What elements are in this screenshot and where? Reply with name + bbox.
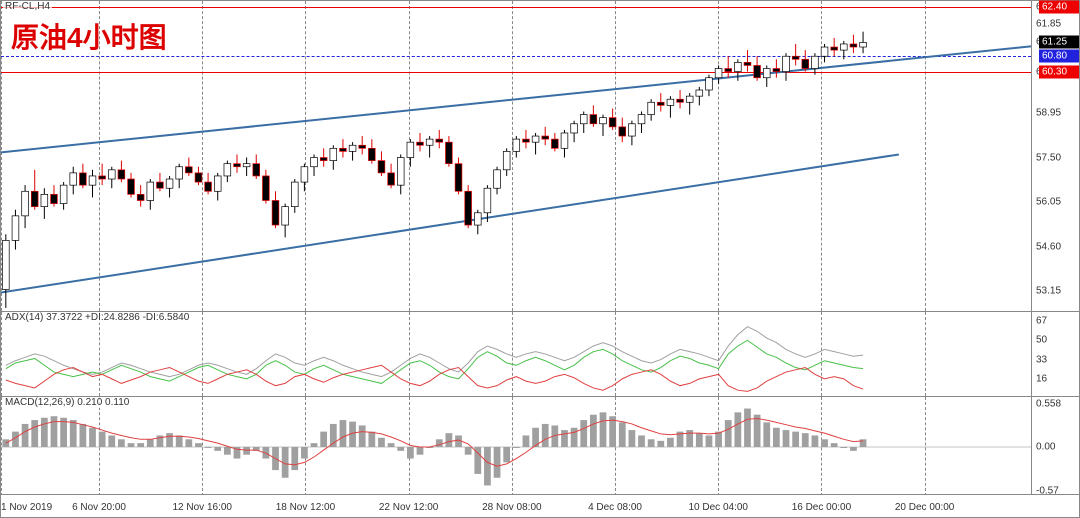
macd-panel[interactable]: -0.570.000.558 MACD(12,26,9) 0.210 0.110 <box>1 396 1079 496</box>
x-tick: 6 Nov 20:00 <box>72 502 126 513</box>
macd-plot-area[interactable] <box>1 397 1031 496</box>
time-axis: 1 Nov 2019 6 Nov 20:00 12 Nov 16:00 18 Nov … <box>1 494 1079 517</box>
x-tick: 1 Nov 2019 <box>1 502 52 513</box>
symbol-label: RF-CL,H4 <box>3 1 52 12</box>
adx-y-axis: 16335067 <box>1031 312 1079 396</box>
overlay-title: 原油4小时图 <box>11 16 167 56</box>
x-tick: 12 Nov 16:00 <box>172 502 232 513</box>
x-tick: 10 Dec 04:00 <box>688 502 748 513</box>
trading-chart[interactable]: 53.1554.6056.0557.5058.9560.3061.2561.85… <box>0 0 1080 518</box>
adx-label: ADX(14) 37.3722 +DI:24.8286 -DI:6.5840 <box>3 312 191 323</box>
adx-panel[interactable]: 16335067 ADX(14) 37.3722 +DI:24.8286 -DI… <box>1 311 1079 396</box>
macd-label: MACD(12,26,9) 0.210 0.110 <box>3 397 131 408</box>
x-tick: 22 Nov 12:00 <box>379 502 439 513</box>
x-tick: 16 Dec 00:00 <box>792 502 852 513</box>
price-y-axis: 53.1554.6056.0557.5058.9560.3061.2561.85… <box>1031 1 1079 311</box>
x-tick: 4 Dec 08:00 <box>588 502 642 513</box>
adx-plot-area[interactable] <box>1 312 1031 396</box>
price-panel[interactable]: 53.1554.6056.0557.5058.9560.3061.2561.85… <box>1 1 1079 311</box>
x-tick: 28 Nov 08:00 <box>482 502 542 513</box>
macd-y-axis: -0.570.000.558 <box>1031 397 1079 496</box>
x-tick: 18 Nov 12:00 <box>276 502 336 513</box>
x-tick: 20 Dec 00:00 <box>895 502 955 513</box>
